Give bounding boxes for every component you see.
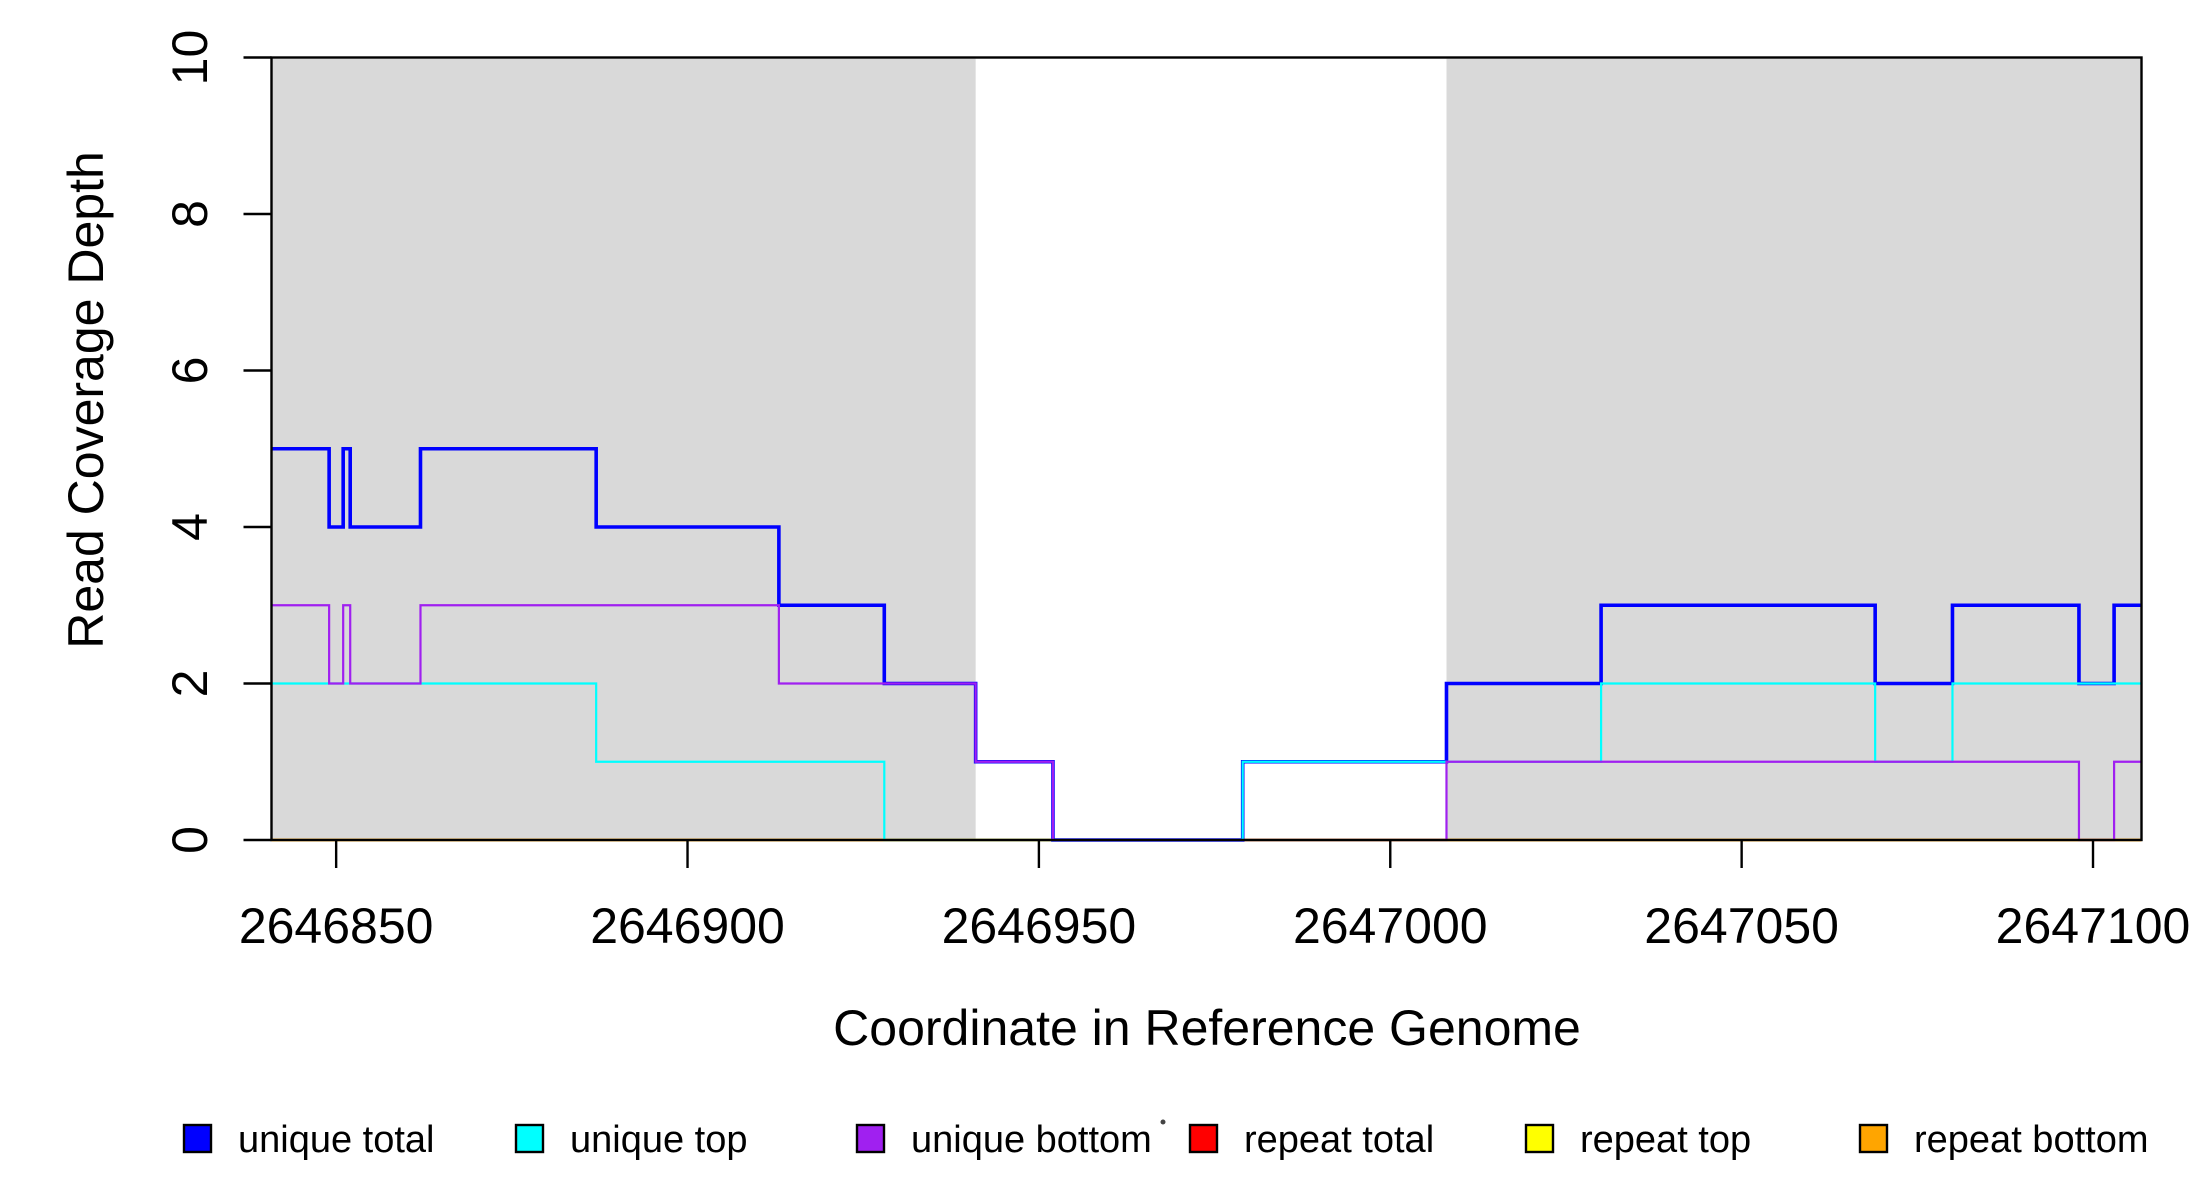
series-line-unique-bottom [271, 604, 2142, 842]
shaded-region [1446, 58, 2142, 839]
y-tick-label-8: 8 [162, 200, 218, 228]
x-axis: 2646850 2646900 2646950 2647000 2647050 26471… [239, 840, 2191, 954]
legend-item-repeat-bottom: repeat bottom [1858, 1119, 2148, 1161]
y-tick-label-10: 10 [162, 30, 218, 86]
shaded-region [271, 58, 976, 839]
legend-label-unique-bottom: unique bottom [911, 1119, 1152, 1161]
x-tick-label-2647050: 2647050 [1644, 898, 1839, 954]
highlight-bands [271, 58, 2142, 839]
legend-label-repeat-total: repeat total [1244, 1119, 1434, 1161]
x-tick-label-2647100: 2647100 [1996, 898, 2191, 954]
legend-item-repeat-top: repeat top [1524, 1119, 1751, 1161]
legend-label-repeat-top: repeat top [1580, 1119, 1751, 1161]
legend-item-unique-bottom: unique bottom [855, 1119, 1152, 1161]
plot-border [270, 56, 2143, 842]
legend-label-unique-total: unique total [238, 1119, 435, 1161]
x-tick-label-2647000: 2647000 [1293, 898, 1488, 954]
legend-swatch-repeat-bottom [1858, 1123, 1889, 1154]
stray-dot-artifact [1160, 1119, 1166, 1125]
legend-item-unique-total: unique total [182, 1119, 435, 1161]
legend-label-unique-top: unique top [570, 1119, 748, 1161]
legend-item-repeat-total: repeat total [1188, 1119, 1434, 1161]
y-tick-label-0: 0 [162, 826, 218, 854]
legend-swatch-repeat-total [1188, 1123, 1219, 1154]
y-tick-label-2: 2 [162, 670, 218, 698]
legend-swatch-repeat-top [1524, 1123, 1555, 1154]
legend-swatch-unique-total [182, 1123, 213, 1154]
y-tick-label-4: 4 [162, 513, 218, 541]
legend-swatch-unique-bottom [855, 1123, 886, 1154]
legend-swatch-unique-top [514, 1123, 545, 1154]
y-tick-label-6: 6 [162, 357, 218, 385]
x-tick-label-2646900: 2646900 [590, 898, 785, 954]
legend-label-repeat-bottom: repeat bottom [1914, 1119, 2148, 1161]
x-tick-label-2646850: 2646850 [239, 898, 434, 954]
legend-item-unique-top: unique top [514, 1119, 748, 1161]
x-axis-title: Coordinate in Reference Genome [833, 1000, 1581, 1056]
legend: unique total unique top unique bottom re… [182, 1119, 2148, 1161]
y-axis-title: Read Coverage Depth [58, 151, 114, 649]
y-axis: 0 2 4 6 8 10 [162, 30, 272, 854]
x-tick-label-2646950: 2646950 [942, 898, 1137, 954]
